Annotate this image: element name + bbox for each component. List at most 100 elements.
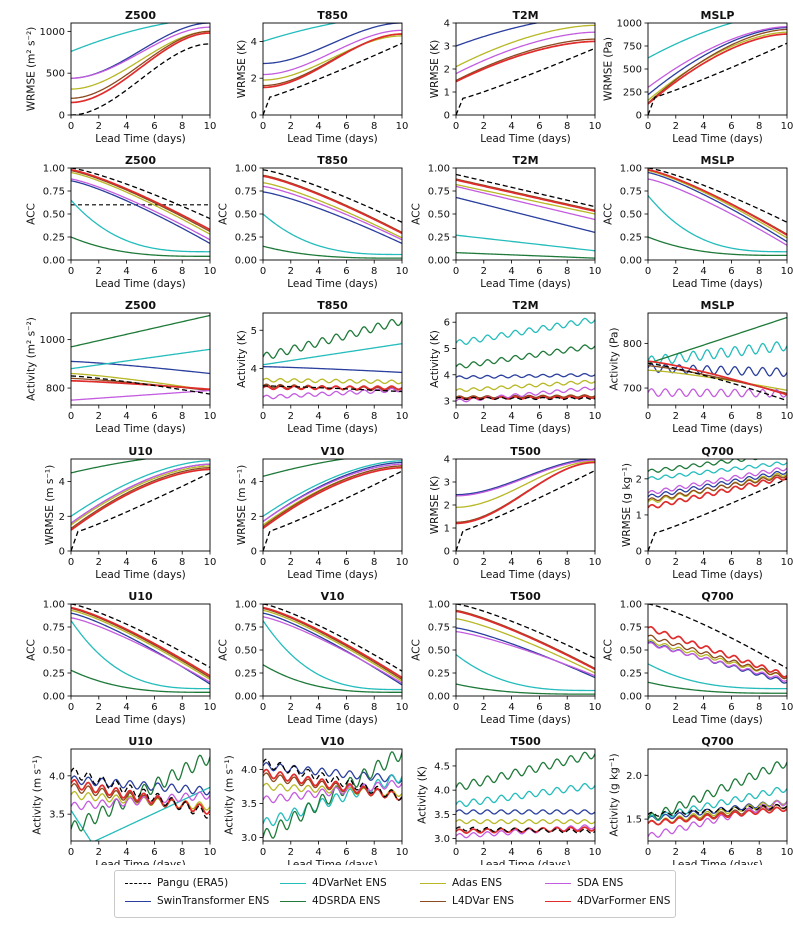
x-tick-label: 4: [508, 847, 514, 858]
x-tick-label: 6: [343, 847, 349, 858]
x-tick-label: 8: [179, 557, 185, 568]
y-axis-label: ACC: [411, 203, 423, 225]
subplot-22: V10 0 2 4 6 8 10 3.0 3.5 4.0 Lead Time (days) Activ…: [224, 735, 409, 865]
x-tick-label: 10: [589, 702, 602, 713]
series-group: [456, 0, 595, 115]
legend-label: Pangu (ERA5): [157, 877, 229, 889]
axes-frame: [262, 458, 403, 552]
y-tick-label: 5: [444, 344, 450, 355]
y-tick-label: 4.0: [434, 786, 450, 797]
x-tick-label: 8: [756, 411, 762, 422]
y-tick-label: 3.5: [241, 799, 257, 810]
series-group: [263, 459, 402, 551]
x-tick-label: 0: [453, 266, 459, 277]
series-line-swintransformer-ens: [71, 360, 210, 375]
series-line-sda-ens: [648, 642, 787, 682]
series-line-l4dvar-ens: [648, 28, 787, 104]
y-tick-label: 5: [251, 326, 257, 337]
x-axis-label: Lead Time (days): [672, 569, 763, 581]
series-line-swintransformer-ens: [456, 372, 595, 380]
series-line-4dsrda-ens: [71, 669, 210, 693]
x-tick-label: 6: [536, 266, 542, 277]
subplot-title: MSLP: [701, 154, 735, 167]
x-tick-label: 0: [260, 411, 266, 422]
series-line-pangu-era5-: [71, 604, 210, 669]
x-tick-label: 2: [481, 847, 487, 858]
x-tick-label: 10: [396, 121, 409, 132]
subplot-title: T850: [317, 299, 348, 312]
y-axis-label: WRMSE (K): [236, 40, 248, 98]
y-tick-label: 0.25: [428, 669, 450, 680]
series-line-4dsrda-ens: [456, 251, 595, 259]
x-axis-label: Lead Time (days): [287, 569, 378, 581]
axes-frame: [262, 603, 403, 697]
x-tick-label: 0: [260, 121, 266, 132]
x-tick-label: 2: [288, 847, 294, 858]
series-group: [263, 318, 402, 400]
series-line-pangu-era5-: [71, 43, 210, 115]
y-tick-label: 1.00: [428, 164, 450, 175]
series-line-swintransformer-ens: [71, 180, 210, 245]
series-line-l4dvar-ens: [648, 474, 787, 502]
x-tick-label: 6: [151, 121, 157, 132]
subplot-23: T500 0 2 4 6 8 10 3.0 3.5 4.0 4.5 Lead Time (days) A…: [417, 735, 602, 865]
x-tick-label: 2: [96, 557, 102, 568]
x-tick-label: 4: [508, 411, 514, 422]
series-line-4dvarformer-ens: [263, 385, 402, 391]
x-tick-label: 2: [96, 847, 102, 858]
series-line-4dvarnet-ens: [263, 213, 402, 256]
y-axis-label: ACC: [603, 639, 615, 661]
series-line-adas-ens: [648, 639, 787, 680]
subplot-title: V10: [321, 445, 345, 458]
series-line-adas-ens: [263, 182, 402, 239]
y-tick-label: 1: [444, 88, 450, 99]
series-group: [648, 761, 787, 838]
series-group: [456, 604, 595, 695]
y-tick-label: 1.00: [43, 164, 65, 175]
series-group: [263, 169, 402, 259]
y-tick-label: 0.00: [428, 692, 450, 703]
x-tick-label: 8: [371, 702, 377, 713]
subplot-title: T500: [510, 590, 541, 603]
subplot-title: Q700: [701, 735, 734, 748]
subplot-8: MSLP 0 2 4 6 8 10 0.00 0.25 0.50 0.75 1.00 Lead Time…: [603, 154, 793, 290]
x-tick-label: 0: [68, 847, 74, 858]
series-line-4dvarnet-ens: [648, 461, 787, 480]
series-line-4dvarformer-ens: [456, 610, 595, 671]
x-tick-label: 0: [260, 557, 266, 568]
series-line-4dvarformer-ens: [456, 40, 595, 83]
series-group: [71, 23, 210, 115]
y-tick-label: 1.00: [620, 600, 642, 611]
series-group: [71, 314, 210, 401]
x-tick-label: 0: [645, 557, 651, 568]
series-line-4dvarnet-ens: [648, 341, 787, 366]
x-tick-label: 4: [123, 121, 129, 132]
y-tick-label: 0.50: [620, 210, 642, 221]
series-line-4dvarnet-ens: [648, 195, 787, 253]
series-line-4dsrda-ens: [456, 0, 595, 5]
series-group: [456, 173, 595, 259]
y-tick-label: 700: [623, 384, 642, 395]
x-tick-label: 6: [536, 702, 542, 713]
x-axis-label: Lead Time (days): [95, 133, 186, 145]
legend-swatch: [420, 900, 446, 902]
x-tick-label: 6: [151, 847, 157, 858]
x-tick-label: 6: [343, 266, 349, 277]
y-tick-label: 0: [636, 111, 642, 122]
y-tick-label: 0: [251, 547, 257, 558]
series-line-sda-ens: [456, 824, 595, 839]
series-line-4dvarformer-ens: [648, 806, 787, 826]
y-axis-label: WRMSE (m s⁻¹): [44, 465, 56, 545]
x-axis-label: Lead Time (days): [287, 859, 378, 865]
series-line-swintransformer-ens: [263, 612, 402, 686]
y-tick-label: 2: [444, 501, 450, 512]
y-tick-label: 0.25: [235, 233, 257, 244]
x-tick-label: 10: [589, 557, 602, 568]
x-tick-label: 0: [68, 702, 74, 713]
series-line-4dvarnet-ens: [456, 654, 595, 692]
x-tick-label: 0: [260, 847, 266, 858]
series-line-4dsrda-ens: [263, 245, 402, 259]
